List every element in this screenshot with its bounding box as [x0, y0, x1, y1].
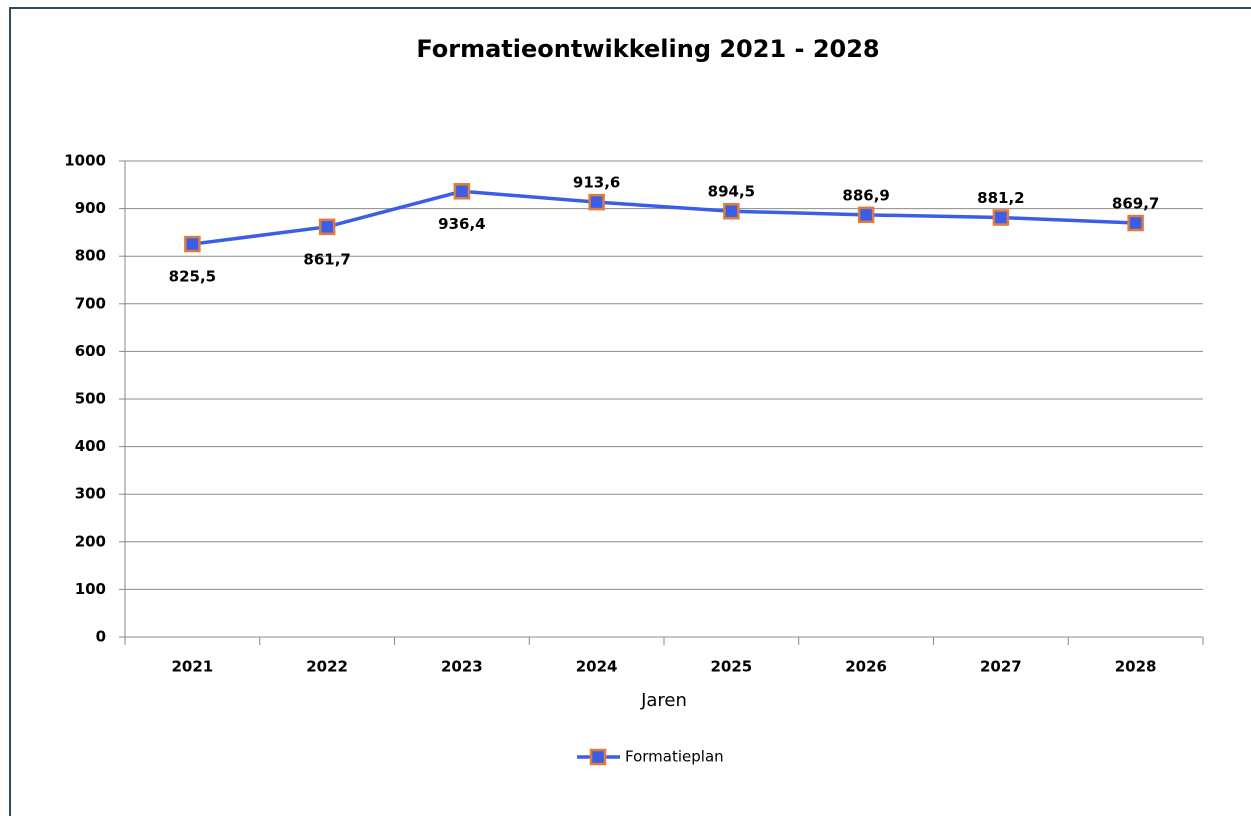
legend-label: Formatieplan: [625, 748, 724, 766]
y-tick-label: 600: [75, 342, 106, 360]
y-tick-label: 1000: [64, 152, 106, 170]
y-tick-label: 700: [75, 294, 106, 312]
y-tick-label: 200: [75, 532, 106, 550]
series-line: [192, 189, 1136, 246]
data-label: 936,4: [438, 215, 485, 233]
frame: [9, 7, 1251, 816]
y-tick-label: 300: [75, 485, 106, 503]
data-label: 913,6: [573, 174, 620, 192]
marker: [453, 183, 471, 200]
x-tick-label: 2021: [172, 658, 214, 676]
marker: [184, 235, 201, 253]
marker: [857, 206, 875, 224]
data-label: 869,7: [1112, 195, 1159, 213]
x-tick-label: 2027: [980, 658, 1022, 676]
legend-marker: [589, 748, 607, 766]
x-tick-label: 2022: [306, 658, 348, 676]
y-tick-label: 800: [75, 247, 106, 265]
marker: [318, 218, 336, 236]
y-tick-label: 500: [75, 390, 106, 408]
data-label: 861,7: [303, 250, 350, 268]
y-tick-label: 0: [96, 628, 106, 646]
y-tick-label: 900: [75, 199, 106, 217]
y-tick-label: 100: [75, 580, 106, 598]
x-tick-label: 2026: [845, 658, 887, 676]
x-tick-label: 2023: [441, 658, 483, 676]
y-tick-label: 400: [75, 437, 106, 455]
data-label: 894,5: [708, 183, 755, 201]
x-tick-label: 2025: [711, 658, 753, 676]
data-label: 886,9: [842, 186, 889, 204]
x-tick-label: 2024: [576, 658, 618, 676]
marker: [992, 209, 1010, 226]
marker: [588, 193, 605, 211]
data-label: 881,2: [977, 189, 1024, 207]
chart-title: Formatieontwikkeling 2021 - 2028: [416, 35, 879, 63]
x-tick-label: 2028: [1115, 658, 1157, 676]
marker: [1127, 214, 1144, 232]
marker: [723, 202, 740, 220]
data-label: 825,5: [169, 268, 216, 286]
x-axis-label: Jaren: [640, 690, 687, 711]
